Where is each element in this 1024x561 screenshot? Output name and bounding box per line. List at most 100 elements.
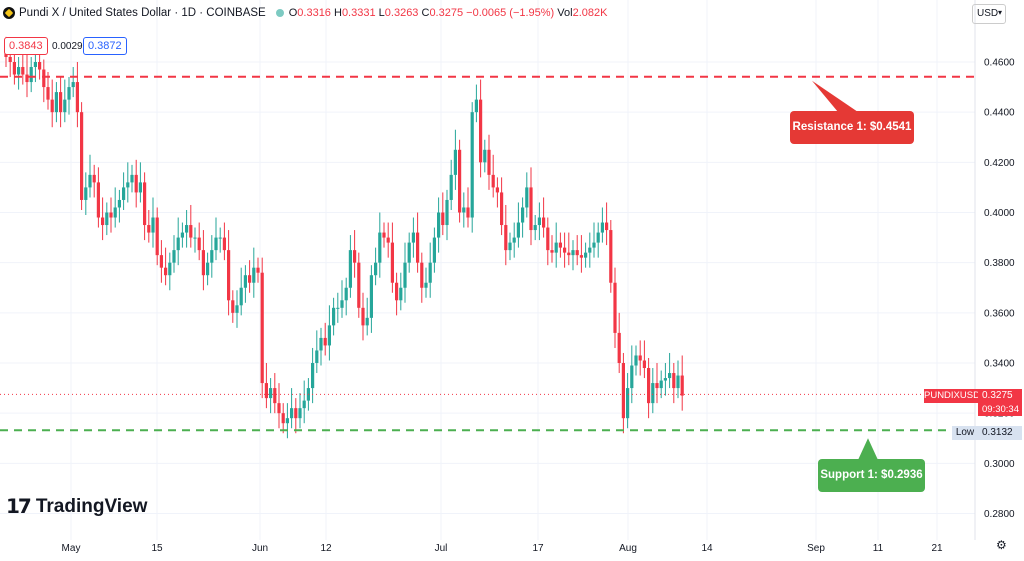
x-axis: May 15 Jun 12 Jul 17 Aug 14 Sep 11 21	[62, 543, 943, 554]
candle-body	[592, 242, 596, 248]
y-tick-label: 0.4000	[984, 208, 1015, 219]
candle-body	[197, 237, 201, 251]
candle-body	[201, 250, 205, 276]
candle-body	[327, 325, 331, 346]
tradingview-logo-icon: 𝟭𝟳	[6, 496, 32, 518]
candle-body	[617, 332, 621, 363]
candle-body	[621, 363, 625, 419]
candle-body	[558, 242, 562, 248]
candle-body	[159, 255, 163, 268]
candle-body	[487, 149, 491, 175]
candle-body	[353, 250, 357, 263]
candle-body	[655, 383, 659, 389]
candle-body	[584, 252, 588, 258]
y-tick-label: 0.4400	[984, 108, 1015, 119]
candle-body	[46, 87, 50, 100]
candle-body	[382, 232, 386, 238]
settings-gear-icon[interactable]: ⚙	[996, 538, 1007, 552]
candle-body	[260, 272, 264, 384]
candle-body	[311, 363, 315, 389]
candle-body	[474, 99, 478, 113]
candle-body	[546, 227, 550, 251]
candle-body	[206, 262, 210, 276]
y-tick-label: 0.3400	[984, 359, 1015, 370]
candle-body	[243, 275, 247, 288]
candle-body	[294, 408, 298, 419]
candle-body	[642, 360, 646, 369]
resistance-callout-pointer	[812, 80, 858, 112]
candle-body	[147, 225, 151, 233]
high-value: 0.3331	[341, 7, 376, 19]
symbol-title[interactable]: Pundi X / United States Dollar · 1D · CO…	[19, 7, 266, 19]
candle-body	[449, 174, 453, 200]
candle-body	[344, 287, 348, 301]
x-tick-label: 14	[701, 543, 713, 554]
candle-body	[109, 212, 113, 218]
candle-body	[285, 418, 289, 424]
candle-body	[50, 99, 54, 113]
candle-body	[663, 378, 667, 381]
candle-body	[403, 262, 407, 288]
x-tick-label: May	[62, 543, 81, 554]
candle-body	[92, 174, 96, 183]
candle-body	[445, 199, 449, 226]
chevron-down-icon: ▾	[997, 8, 1002, 17]
candle-body	[630, 365, 634, 389]
candle-body	[516, 222, 520, 238]
candle-body	[571, 250, 575, 256]
x-tick-label: 12	[320, 543, 332, 554]
candle-body	[626, 388, 630, 419]
candle-body	[21, 67, 25, 75]
candle-body	[302, 400, 306, 409]
y-tick-label: 0.3600	[984, 308, 1015, 319]
candle-body	[63, 99, 67, 113]
candle-body	[533, 225, 537, 231]
currency-selector[interactable]: USD	[972, 4, 1006, 24]
candle-body	[84, 187, 88, 200]
x-tick-label: 15	[151, 543, 163, 554]
low-label: Low	[952, 426, 978, 440]
candle-body	[542, 217, 546, 228]
x-tick-label: Jul	[435, 543, 448, 554]
candle-body	[600, 222, 604, 233]
low-value: 0.3263	[384, 7, 419, 19]
x-tick-label: 21	[931, 543, 943, 554]
candle-body	[567, 252, 571, 256]
candle-body	[323, 337, 327, 346]
candle-body	[504, 225, 508, 251]
candle-body	[298, 408, 302, 419]
candle-body	[42, 69, 46, 88]
candle-body	[428, 262, 432, 283]
candle-body	[605, 222, 609, 231]
candle-body	[164, 267, 168, 276]
support-callout-pointer	[858, 438, 878, 460]
y-tick-label: 0.4200	[984, 158, 1015, 169]
candle-body	[432, 237, 436, 263]
ask-price-tag[interactable]: 0.3872	[83, 37, 127, 55]
chart-header: Pundi X / United States Dollar · 1D · CO…	[3, 7, 607, 19]
candle-body	[126, 182, 130, 188]
x-tick-label: Jun	[252, 543, 268, 554]
candle-body	[59, 92, 63, 113]
candle-body	[672, 373, 676, 389]
x-tick-label: 11	[873, 543, 884, 554]
candle-body	[269, 388, 273, 399]
candle-body	[550, 250, 554, 253]
candle-body	[134, 174, 138, 193]
candle-body	[252, 267, 256, 283]
candle-body	[638, 355, 642, 361]
candle-body	[554, 242, 558, 253]
x-tick-label: Aug	[619, 543, 637, 554]
candle-body	[113, 207, 117, 218]
candle-body	[25, 74, 29, 83]
candle-body	[101, 217, 105, 226]
candle-body	[348, 250, 352, 288]
candle-body	[491, 174, 495, 188]
low-value: 0.3132	[978, 426, 1022, 440]
candle-body	[668, 373, 672, 379]
candle-body	[67, 87, 71, 100]
bid-price-tag[interactable]: 0.3843	[4, 37, 48, 55]
candle-body	[416, 232, 420, 263]
candle-body	[180, 232, 184, 238]
